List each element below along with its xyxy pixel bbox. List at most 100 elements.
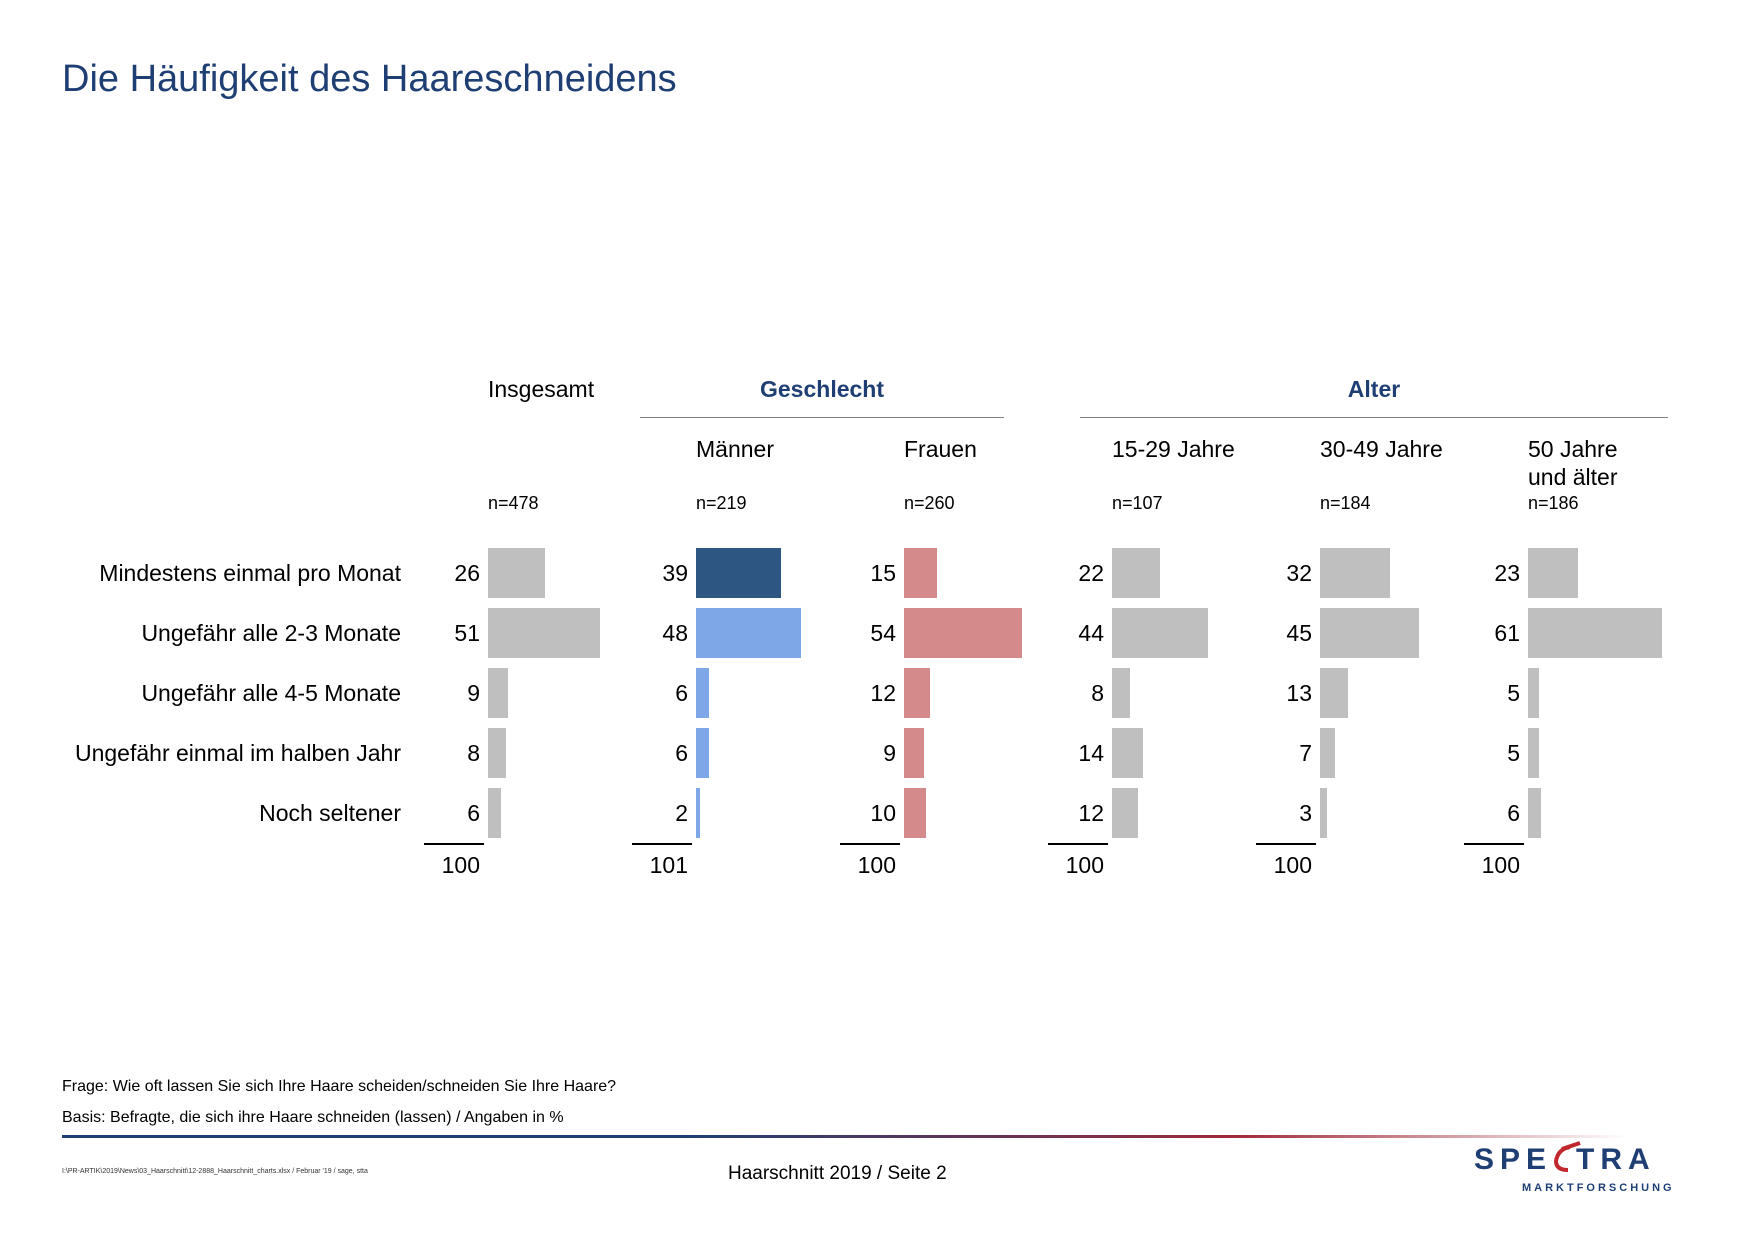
data-label: 10 <box>870 800 896 826</box>
bar <box>904 548 937 598</box>
data-label: 61 <box>1494 620 1520 646</box>
data-label: 48 <box>662 620 688 646</box>
data-label: 5 <box>1507 740 1520 766</box>
file-path: I:\PR-ARTIK\2019\News\03_Haarschnitt\12-… <box>62 1168 368 1175</box>
data-label: 14 <box>1078 740 1104 766</box>
page-title: Die Häufigkeit des Haareschneidens <box>62 58 677 100</box>
row-label: Noch seltener <box>259 800 401 826</box>
group-divider-geschlecht <box>640 417 1004 418</box>
bar <box>1320 668 1349 718</box>
sample-size: n=107 <box>1112 493 1163 513</box>
column-header: 30-49 Jahre <box>1320 436 1443 462</box>
bar <box>1112 728 1143 778</box>
bar <box>1112 668 1130 718</box>
data-label: 44 <box>1078 620 1104 646</box>
bar <box>1528 728 1539 778</box>
sample-size: n=478 <box>488 493 539 513</box>
column-header: Männer <box>696 436 774 462</box>
footnote-question: Frage: Wie oft lassen Sie sich Ihre Haar… <box>62 1078 617 1095</box>
data-label: 22 <box>1078 560 1104 586</box>
row-label: Mindestens einmal pro Monat <box>99 560 401 586</box>
data-label: 6 <box>675 680 688 706</box>
sum-line <box>1256 843 1316 845</box>
bar <box>488 668 508 718</box>
data-label: 7 <box>1299 740 1312 766</box>
data-label: 26 <box>454 560 480 586</box>
sample-size: n=260 <box>904 493 955 513</box>
group-divider-alter <box>1080 417 1668 418</box>
svg-text:MARKTFORSCHUNG: MARKTFORSCHUNG <box>1522 1182 1675 1193</box>
data-label: 9 <box>467 680 480 706</box>
data-label: 5 <box>1507 680 1520 706</box>
bar <box>1528 788 1542 838</box>
bar <box>1112 548 1161 598</box>
bar <box>1528 608 1662 658</box>
data-label: 13 <box>1286 680 1312 706</box>
spectra-logo: SPE TRA MARKTFORSCHUNG <box>1474 1141 1675 1193</box>
row-label: Ungefähr einmal im halben Jahr <box>74 740 401 766</box>
bar <box>696 608 802 658</box>
data-label: 12 <box>870 680 896 706</box>
group-header-geschlecht: Geschlecht <box>760 376 884 402</box>
sum-value: 100 <box>857 852 896 878</box>
sum-value: 100 <box>1065 852 1104 878</box>
data-label: 15 <box>870 560 896 586</box>
data-label: 6 <box>467 800 480 826</box>
footer-divider <box>62 1135 1629 1138</box>
data-label: 39 <box>662 560 688 586</box>
bar <box>1528 668 1539 718</box>
column-header: und älter <box>1528 464 1618 490</box>
bar <box>904 668 931 718</box>
data-label: 12 <box>1078 800 1104 826</box>
bar <box>1528 548 1579 598</box>
bar <box>488 608 600 658</box>
data-label: 8 <box>1091 680 1104 706</box>
data-label: 2 <box>675 800 688 826</box>
data-label: 23 <box>1494 560 1520 586</box>
data-label: 3 <box>1299 800 1312 826</box>
bar <box>904 788 926 838</box>
bar <box>1320 608 1419 658</box>
bar <box>904 728 924 778</box>
bar <box>488 788 502 838</box>
svg-text:SPE: SPE <box>1474 1143 1552 1176</box>
column-header: 15-29 Jahre <box>1112 436 1235 462</box>
page-footer: Haarschnitt 2019 / Seite 2 <box>728 1163 947 1184</box>
sum-value: 101 <box>649 852 688 878</box>
data-label: 32 <box>1286 560 1312 586</box>
bar <box>696 668 710 718</box>
bar <box>1320 548 1391 598</box>
data-label: 54 <box>870 620 896 646</box>
data-label: 6 <box>675 740 688 766</box>
sum-line <box>1464 843 1524 845</box>
sample-size: n=184 <box>1320 493 1371 513</box>
bar <box>1112 788 1139 838</box>
bar <box>488 548 545 598</box>
column-header-insgesamt: Insgesamt <box>488 376 595 402</box>
row-label: Ungefähr alle 4-5 Monate <box>141 680 401 706</box>
bar <box>696 728 710 778</box>
svg-text:TRA: TRA <box>1576 1143 1656 1176</box>
sum-line <box>632 843 692 845</box>
bar <box>904 608 1023 658</box>
data-label: 6 <box>1507 800 1520 826</box>
data-label: 8 <box>467 740 480 766</box>
data-label: 45 <box>1286 620 1312 646</box>
bar <box>1320 728 1336 778</box>
data-label: 51 <box>454 620 480 646</box>
group-header-alter: Alter <box>1347 376 1401 402</box>
sample-size: n=186 <box>1528 493 1579 513</box>
bar <box>696 788 701 838</box>
bar <box>488 728 506 778</box>
data-label: 9 <box>883 740 896 766</box>
sum-value: 100 <box>1273 852 1312 878</box>
sum-line <box>840 843 900 845</box>
column-header: 50 Jahre <box>1528 436 1618 462</box>
sum-value: 100 <box>441 852 480 878</box>
bar <box>1320 788 1327 838</box>
row-label: Ungefähr alle 2-3 Monate <box>141 620 401 646</box>
sum-line <box>424 843 484 845</box>
footnote-basis: Basis: Befragte, die sich ihre Haare sch… <box>62 1109 564 1126</box>
sum-value: 100 <box>1481 852 1520 878</box>
bar <box>1112 608 1209 658</box>
